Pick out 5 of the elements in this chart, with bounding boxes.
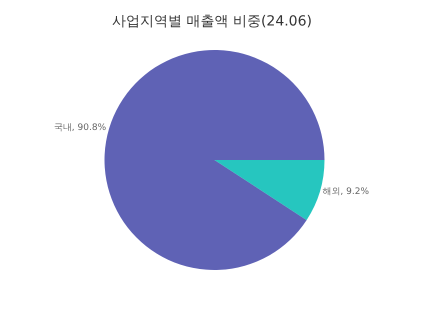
pie-slice <box>214 160 324 220</box>
slice-label: 국내, 90.8% <box>54 123 107 134</box>
pie-slice <box>104 50 324 270</box>
slice-label: 해외, 9.2% <box>322 186 370 197</box>
chart-title: 사업지역별 매출액 비중(24.06) <box>112 13 312 30</box>
